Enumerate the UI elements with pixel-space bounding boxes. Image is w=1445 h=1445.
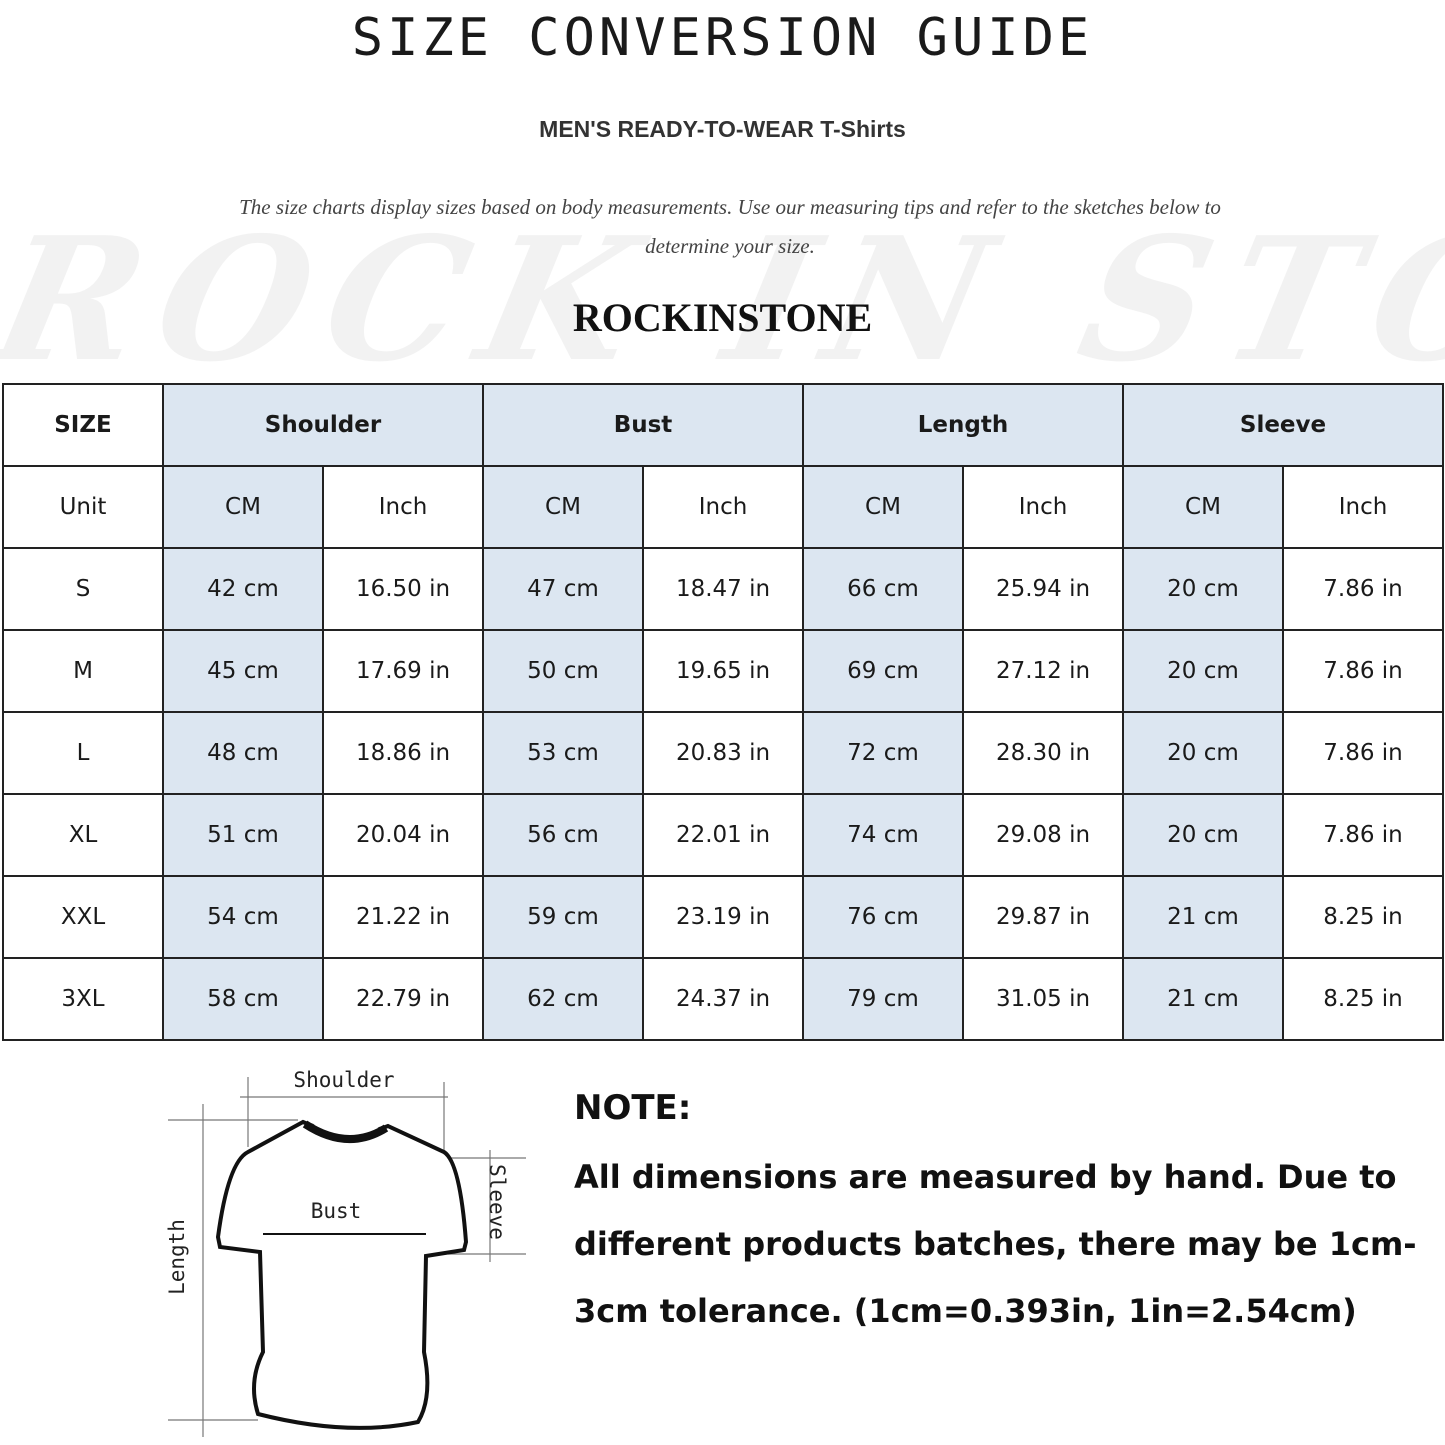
description: The size charts display sizes based on b… [239,195,1221,258]
cm-value-cell: 74 cm [802,793,964,877]
note-title: NOTE: [574,1088,692,1128]
cm-value-cell: 51 cm [162,793,324,877]
cm-value-cell: 48 cm [162,711,324,795]
cm-value-cell: 53 cm [482,711,644,795]
cm-value-cell: 69 cm [802,629,964,713]
size-cell: L [2,711,164,795]
inch-value-cell: 27.12 in [962,629,1124,713]
inch-value-cell: 16.50 in [322,547,484,631]
cm-value-cell: 20 cm [1122,629,1284,713]
inch-value-cell: 19.65 in [642,629,804,713]
size-cell: S [2,547,164,631]
unit-inch: Inch [962,465,1124,549]
cm-value-cell: 66 cm [802,547,964,631]
table-row: M 45 cm 17.69 in 50 cm 19.65 in 69 cm 27.12 in… [2,629,1444,713]
inch-value-cell: 21.22 in [322,875,484,959]
group-header-shoulder: Shoulder [162,383,484,467]
unit-cm: CM [802,465,964,549]
inch-value-cell: 18.47 in [642,547,804,631]
bust-label: Bust [311,1199,362,1223]
cm-value-cell: 20 cm [1122,793,1284,877]
measure-lines [168,1077,526,1437]
cm-value-cell: 50 cm [482,629,644,713]
tshirt-icon [215,1119,469,1430]
inch-value-cell: 8.25 in [1282,875,1444,959]
table-row: XXL 54 cm 21.22 in 59 cm 23.19 in 76 cm 29.87 … [2,875,1444,959]
unit-cm: CM [482,465,644,549]
sleeve-label: Sleeve [485,1164,509,1240]
unit-inch: Inch [322,465,484,549]
table-row: XL 51 cm 20.04 in 56 cm 22.01 in 74 cm 29.08 i… [2,793,1444,877]
inch-value-cell: 22.79 in [322,957,484,1041]
inch-value-cell: 29.87 in [962,875,1124,959]
inch-value-cell: 28.30 in [962,711,1124,795]
cm-value-cell: 45 cm [162,629,324,713]
group-header-sleeve: Sleeve [1122,383,1444,467]
page-title: SIZE CONVERSION GUIDE [351,8,1094,68]
unit-inch: Inch [642,465,804,549]
size-table: SIZE Shoulder Bust Length Sleeve Unit CM… [2,383,1444,1041]
table-row: S 42 cm 16.50 in 47 cm 18.47 in 66 cm 25.94 in… [2,547,1444,631]
unit-row: Unit CM Inch CM Inch CM Inch CM Inch [2,465,1444,549]
shoulder-label: Shoulder [293,1068,394,1092]
cm-value-cell: 21 cm [1122,875,1284,959]
inch-value-cell: 18.86 in [322,711,484,795]
cm-value-cell: 42 cm [162,547,324,631]
inch-value-cell: 7.86 in [1282,629,1444,713]
inch-value-cell: 23.19 in [642,875,804,959]
cm-value-cell: 62 cm [482,957,644,1041]
page-subtitle: MEN'S READY-TO-WEAR T-Shirts [539,116,906,142]
size-header: SIZE [2,383,164,467]
table-row: 3XL 58 cm 22.79 in 62 cm 24.37 in 79 cm 31.05 … [2,957,1444,1041]
size-cell: M [2,629,164,713]
group-header-bust: Bust [482,383,804,467]
inch-value-cell: 8.25 in [1282,957,1444,1041]
table-row: L 48 cm 18.86 in 53 cm 20.83 in 72 cm 28.30 in… [2,711,1444,795]
cm-value-cell: 72 cm [802,711,964,795]
unit-header: Unit [2,465,164,549]
inch-value-cell: 17.69 in [322,629,484,713]
cm-value-cell: 21 cm [1122,957,1284,1041]
cm-value-cell: 20 cm [1122,711,1284,795]
length-label: Length [165,1219,189,1295]
tshirt-measurement-diagram: Shoulder Bust Length Sleeve [165,1068,526,1437]
cm-value-cell: 20 cm [1122,547,1284,631]
inch-value-cell: 29.08 in [962,793,1124,877]
inch-value-cell: 7.86 in [1282,547,1444,631]
size-cell: XL [2,793,164,877]
cm-value-cell: 56 cm [482,793,644,877]
unit-cm: CM [1122,465,1284,549]
unit-cm: CM [162,465,324,549]
table-header-row: SIZE Shoulder Bust Length Sleeve [2,383,1444,467]
inch-value-cell: 31.05 in [962,957,1124,1041]
inch-value-cell: 22.01 in [642,793,804,877]
inch-value-cell: 25.94 in [962,547,1124,631]
group-header-length: Length [802,383,1124,467]
inch-value-cell: 20.83 in [642,711,804,795]
unit-inch: Inch [1282,465,1444,549]
cm-value-cell: 76 cm [802,875,964,959]
cm-value-cell: 59 cm [482,875,644,959]
inch-value-cell: 20.04 in [322,793,484,877]
inch-value-cell: 7.86 in [1282,711,1444,795]
brand-name: ROCKINSTONE [572,295,873,340]
cm-value-cell: 58 cm [162,957,324,1041]
size-cell: XXL [2,875,164,959]
cm-value-cell: 54 cm [162,875,324,959]
note-body: All dimensions are measured by hand. Due… [574,1158,1417,1330]
inch-value-cell: 24.37 in [642,957,804,1041]
size-cell: 3XL [2,957,164,1041]
cm-value-cell: 47 cm [482,547,644,631]
cm-value-cell: 79 cm [802,957,964,1041]
inch-value-cell: 7.86 in [1282,793,1444,877]
